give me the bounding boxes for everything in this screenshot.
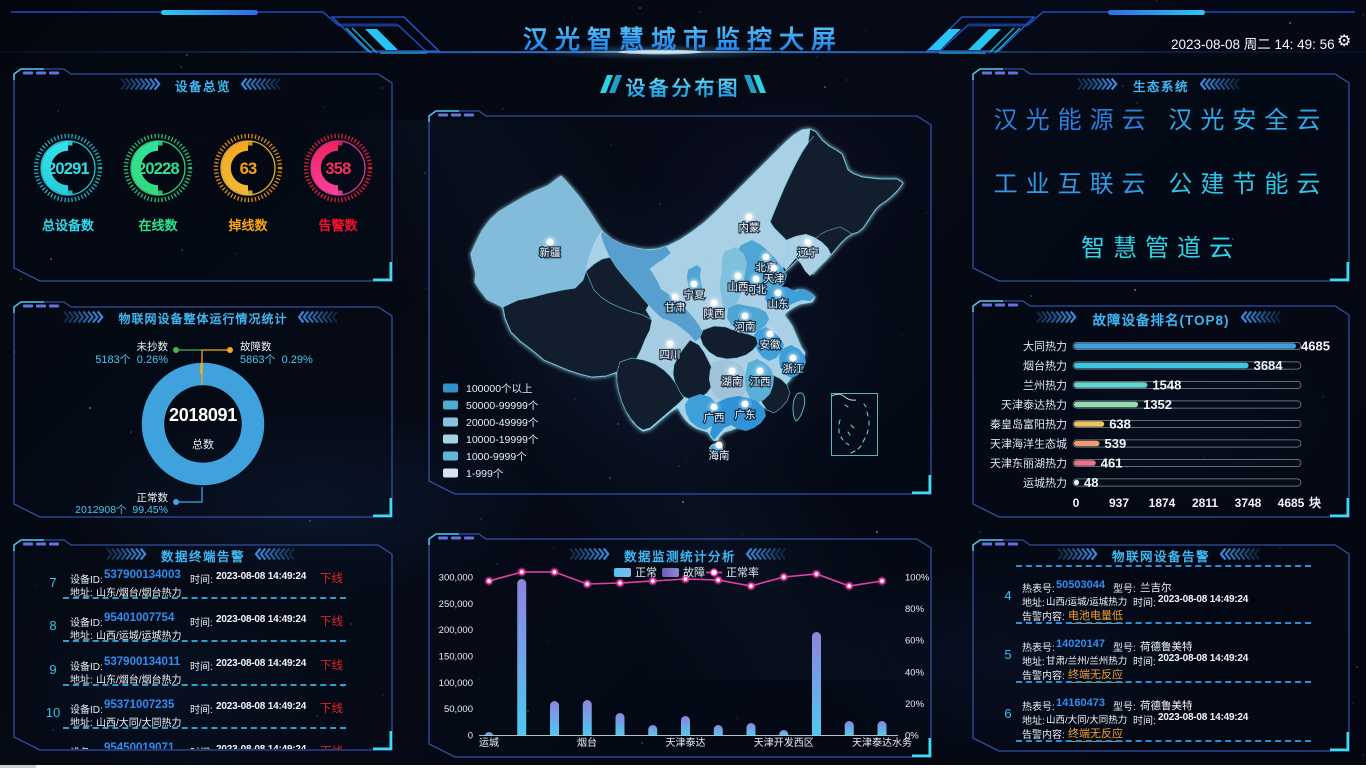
svg-text:运城: 运城 <box>479 737 499 749</box>
svg-text:四川: 四川 <box>660 349 681 361</box>
svg-text:1000-9999个: 1000-9999个 <box>466 451 527 463</box>
svg-text:湖南: 湖南 <box>722 375 743 388</box>
svg-text:0: 0 <box>468 731 473 742</box>
svg-text:48: 48 <box>1084 475 1098 490</box>
svg-text:150,000: 150,000 <box>439 652 473 663</box>
svg-text:天津东丽湖热力: 天津东丽湖热力 <box>990 457 1067 470</box>
svg-text:掉线数: 掉线数 <box>228 218 268 233</box>
svg-text:天津: 天津 <box>764 273 785 285</box>
svg-text:运城热力: 运城热力 <box>1023 477 1067 490</box>
svg-text:0: 0 <box>1073 496 1080 510</box>
svg-text:50,000: 50,000 <box>444 704 473 715</box>
svg-text:3684: 3684 <box>1254 358 1284 373</box>
svg-text:广西: 广西 <box>704 412 725 424</box>
svg-text:广东: 广东 <box>735 408 756 421</box>
svg-text:4685: 4685 <box>1301 339 1330 354</box>
svg-text:1352: 1352 <box>1143 397 1172 412</box>
svg-text:200,000: 200,000 <box>439 625 473 636</box>
svg-text:3748: 3748 <box>1235 496 1262 510</box>
svg-text:辽宁: 辽宁 <box>798 246 819 259</box>
svg-text:638: 638 <box>1109 417 1131 432</box>
svg-text:100,000: 100,000 <box>439 678 473 689</box>
svg-text:正常率: 正常率 <box>726 565 759 579</box>
svg-text:358: 358 <box>325 160 351 178</box>
svg-text:2811: 2811 <box>1192 496 1218 510</box>
svg-text:100000个以上: 100000个以上 <box>466 383 533 395</box>
svg-text:300,000: 300,000 <box>439 573 473 584</box>
svg-text:告警数: 告警数 <box>318 218 358 233</box>
svg-text:天津泰达水务: 天津泰达水务 <box>852 736 912 749</box>
svg-text:兰州热力: 兰州热力 <box>1023 379 1067 392</box>
svg-text:0%: 0% <box>905 731 919 742</box>
svg-text:100%: 100% <box>905 573 930 584</box>
svg-text:天津海洋生态城: 天津海洋生态城 <box>990 437 1067 451</box>
svg-text:10000-19999个: 10000-19999个 <box>466 434 539 446</box>
svg-text:内蒙: 内蒙 <box>739 221 760 234</box>
svg-text:在线数: 在线数 <box>138 218 178 233</box>
svg-text:块: 块 <box>1309 495 1322 510</box>
svg-text:甘肃: 甘肃 <box>665 301 686 314</box>
svg-text:80%: 80% <box>905 604 925 615</box>
svg-text:461: 461 <box>1101 456 1123 471</box>
svg-text:宁夏: 宁夏 <box>684 288 705 301</box>
svg-text:江西: 江西 <box>750 376 771 388</box>
svg-text:20228: 20228 <box>137 160 180 178</box>
svg-text:40%: 40% <box>905 667 925 678</box>
svg-text:937: 937 <box>1109 496 1129 510</box>
svg-text:20000-49999个: 20000-49999个 <box>466 417 539 429</box>
svg-text:山东: 山东 <box>768 297 789 310</box>
svg-text:北京: 北京 <box>756 261 777 274</box>
svg-text:4685: 4685 <box>1278 496 1305 510</box>
svg-text:20291: 20291 <box>47 160 90 178</box>
svg-text:陕西: 陕西 <box>704 307 725 320</box>
svg-text:天津泰达热力: 天津泰达热力 <box>1001 398 1067 412</box>
svg-text:50000-99999个: 50000-99999个 <box>466 400 539 412</box>
svg-text:新疆: 新疆 <box>540 246 561 259</box>
svg-text:20%: 20% <box>905 699 925 710</box>
svg-text:浙江: 浙江 <box>783 363 804 375</box>
svg-text:539: 539 <box>1105 436 1127 451</box>
svg-text:正常: 正常 <box>635 566 657 579</box>
svg-text:天津开发西区: 天津开发西区 <box>754 736 814 749</box>
svg-text:63: 63 <box>240 160 257 178</box>
svg-text:山西: 山西 <box>728 281 749 293</box>
svg-text:1-999个: 1-999个 <box>466 468 504 480</box>
svg-text:故障: 故障 <box>683 565 705 579</box>
svg-text:1874: 1874 <box>1149 496 1176 510</box>
svg-text:秦皇岛富阳热力: 秦皇岛富阳热力 <box>990 417 1067 431</box>
svg-text:烟台热力: 烟台热力 <box>1023 359 1067 373</box>
svg-text:1548: 1548 <box>1152 378 1181 393</box>
svg-text:安徽: 安徽 <box>760 338 781 351</box>
svg-text:大同热力: 大同热力 <box>1023 339 1067 353</box>
svg-text:河南: 河南 <box>735 320 756 333</box>
svg-text:烟台: 烟台 <box>577 736 597 749</box>
svg-text:天津泰达: 天津泰达 <box>666 736 706 749</box>
svg-text:总设备数: 总设备数 <box>42 218 95 233</box>
svg-text:60%: 60% <box>905 636 925 647</box>
svg-text:海南: 海南 <box>709 449 730 462</box>
svg-text:河北: 河北 <box>746 284 767 296</box>
svg-text:250,000: 250,000 <box>439 599 473 610</box>
